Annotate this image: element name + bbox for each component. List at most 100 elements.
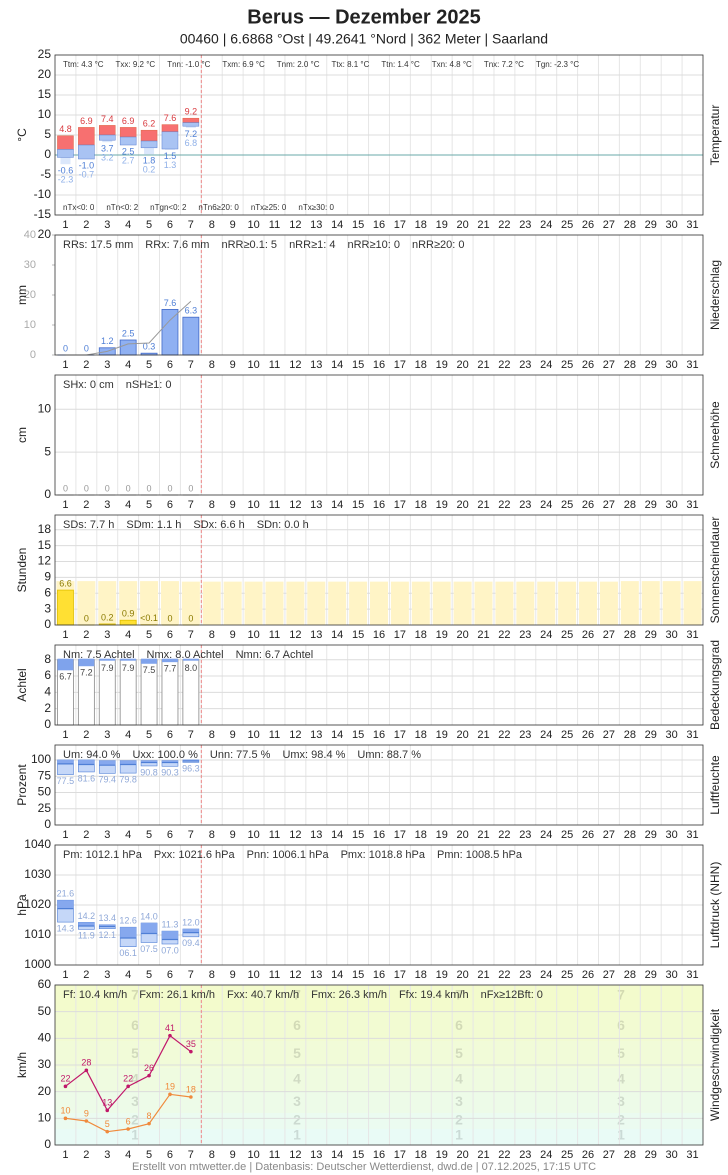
ground-min-bar — [102, 140, 113, 143]
point — [63, 1084, 68, 1089]
x-tick-label: 26 — [582, 1149, 594, 1161]
x-tick-label: 9 — [230, 729, 236, 741]
x-tick-label: 19 — [436, 1149, 448, 1161]
stat: SDm: 1.1 h — [126, 519, 181, 531]
value-label: 9 — [84, 1108, 89, 1118]
x-tick-label: 6 — [167, 829, 173, 841]
x-tick-label: 28 — [624, 1149, 636, 1161]
x-tick-label: 12 — [289, 1149, 301, 1161]
min-label: 3.7 — [101, 144, 114, 154]
beaufort-label: 2 — [293, 1112, 301, 1128]
x-tick-label: 23 — [519, 219, 531, 231]
x-tick-label: 11 — [269, 1149, 280, 1161]
x-tick-label: 21 — [477, 359, 489, 371]
x-tick-label: 31 — [686, 629, 698, 641]
plot-border — [54, 54, 704, 216]
possible-bar — [119, 581, 138, 625]
x-tick-label: 15 — [352, 219, 364, 231]
y-tick-label: 0 — [44, 717, 51, 731]
x-tick-label: 27 — [603, 969, 615, 981]
y-tick-label: -5 — [40, 167, 51, 181]
x-tick-label: 21 — [477, 499, 489, 511]
stat: nRR≥0.1: 5 — [221, 239, 277, 251]
x-tick-label: 15 — [352, 829, 364, 841]
beaufort-label: 4 — [455, 1070, 463, 1086]
max-label: 14.2 — [78, 911, 96, 921]
beaufort-label: 5 — [455, 1045, 463, 1061]
x-tick-label: 11 — [269, 969, 280, 981]
y-tick-label: 1040 — [24, 837, 51, 851]
cloud-top — [182, 658, 199, 661]
value-label: 0 — [105, 483, 110, 493]
x-tick-label: 25 — [561, 359, 573, 371]
count: nTn<0: 2 — [106, 203, 138, 212]
x-tick-label: 18 — [415, 969, 427, 981]
plot-border — [54, 234, 704, 356]
possible-bar — [620, 581, 639, 625]
temp-upper — [161, 124, 179, 133]
panel-title: Luftdruck (NHN) — [708, 862, 722, 949]
y-tick-label: 50 — [38, 1004, 52, 1018]
x-tick-label: 9 — [230, 969, 236, 981]
x-tick-label: 29 — [645, 969, 657, 981]
x-tick-label: 15 — [352, 359, 364, 371]
temp-lower — [119, 136, 137, 146]
panel-title: Luftfeuchte — [708, 755, 722, 815]
x-tick-label: 3 — [104, 829, 110, 841]
x-tick-label: 31 — [686, 969, 698, 981]
value-label: 6.3 — [185, 306, 198, 316]
ground-min-label: 0.2 — [143, 165, 156, 175]
x-tick-label: 21 — [477, 1149, 489, 1161]
min-label: 06.1 — [119, 948, 137, 958]
x-tick-label: 30 — [666, 359, 678, 371]
x-tick-label: 4 — [125, 499, 131, 511]
x-tick-label: 24 — [540, 219, 552, 231]
x-tick-label: 26 — [582, 629, 594, 641]
x-tick-label: 10 — [247, 219, 259, 231]
x-tick-label: 14 — [331, 1149, 343, 1161]
min-label: 77.5 — [57, 776, 75, 786]
value-label: 0 — [167, 613, 172, 623]
x-tick-label: 26 — [582, 219, 594, 231]
x-tick-label: 3 — [104, 729, 110, 741]
x-tick-label: 14 — [331, 359, 343, 371]
x-tick-label: 2 — [83, 219, 89, 231]
stat: Txm: 6.9 °C — [222, 60, 265, 69]
x-tick-label: 1 — [62, 499, 68, 511]
beaufort-label: 4 — [617, 1070, 625, 1086]
x-tick-label: 15 — [352, 499, 364, 511]
min-label: 96.3 — [182, 764, 200, 774]
min-label: 7.2 — [185, 129, 198, 139]
min-label: 1.8 — [143, 156, 156, 166]
value-label: 7.5 — [143, 665, 156, 675]
beaufort-label: 2 — [617, 1112, 625, 1128]
possible-bar — [641, 581, 660, 625]
beaufort-label: 1 — [617, 1126, 625, 1142]
panel-title: Windgeschwindigkeit — [708, 1008, 722, 1121]
y-tick-label: 1010 — [24, 927, 51, 941]
cloud-top — [120, 658, 137, 661]
min-label: 79.4 — [98, 775, 116, 785]
value-label: 2.5 — [122, 328, 135, 338]
stat: SDn: 0.0 h — [257, 519, 309, 531]
x-tick-label: 17 — [394, 219, 406, 231]
temp-lower — [57, 149, 74, 158]
stat: SDs: 7.7 h — [63, 519, 114, 531]
x-tick-label: 24 — [540, 499, 552, 511]
max-label: 11.3 — [162, 919, 179, 929]
x-tick-label: 20 — [456, 629, 468, 641]
beaufort-band — [55, 1113, 703, 1129]
beaufort-label: 7 — [131, 986, 139, 1002]
stat: Nmx: 8.0 Achtel — [147, 649, 224, 661]
plot-border — [54, 374, 704, 496]
y-tick-label: 50 — [38, 785, 52, 799]
x-tick-label: 8 — [209, 1149, 215, 1161]
value-label: 0 — [63, 343, 68, 353]
x-tick-label: 8 — [209, 499, 215, 511]
x-tick-label: 2 — [83, 359, 89, 371]
x-tick-label: 31 — [686, 1149, 698, 1161]
x-tick-label: 6 — [167, 219, 173, 231]
range-upper — [120, 760, 137, 765]
x-tick-label: 10 — [247, 829, 259, 841]
stat: Tgn: -2.3 °C — [536, 60, 579, 69]
